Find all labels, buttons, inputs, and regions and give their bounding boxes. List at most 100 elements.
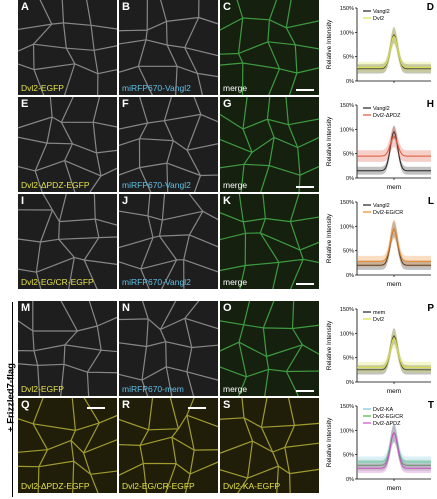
intensity-chart-l: 0% 50% 100% 150% Relative Intensity mem Vangl2…	[321, 194, 437, 289]
series-line	[357, 334, 431, 371]
micrograph-r: R Dvl2-EG/CR-EGFP	[119, 398, 218, 493]
y-tick-label: 0%	[346, 477, 354, 483]
panel-letter: A	[21, 1, 29, 13]
series-line	[357, 431, 431, 469]
y-tick-label: 0%	[346, 79, 354, 85]
legend-entry: mem	[373, 310, 386, 316]
micrograph-s: S Dvl2-KA-EGFP	[220, 398, 319, 493]
panel-letter: O	[223, 302, 232, 314]
legend-entry: Dvl2-ΔPDZ	[373, 421, 401, 427]
y-tick-label: 0%	[346, 380, 354, 386]
y-tick-label: 50%	[343, 152, 354, 158]
bracket-line	[12, 302, 13, 497]
cell-membranes	[18, 398, 117, 493]
y-tick-label: 150%	[340, 103, 354, 109]
panel-letter: N	[122, 302, 130, 314]
legend-entry: Dvl2	[373, 16, 384, 22]
intensity-chart-t: 0% 50% 100% 150% Relative Intensity mem Dvl2-K…	[321, 398, 437, 493]
panel-caption: Dvl2-EG/CR-EGFP	[21, 277, 94, 287]
scale-bar	[296, 390, 314, 392]
scale-bar	[296, 186, 314, 188]
cell-membranes	[220, 194, 319, 289]
micrograph-m: M Dvl2-EGFP	[18, 301, 117, 396]
legend-entry: Dvl2-ΔPDZ	[373, 113, 401, 119]
panel-letter: Q	[21, 399, 30, 411]
series-line	[357, 337, 431, 368]
cell-membranes	[119, 301, 218, 396]
x-axis-label: mem	[387, 388, 401, 395]
cell-membranes	[220, 398, 319, 493]
micrograph-e: E Dvl2-ΔPDZ-EGFP	[18, 97, 117, 192]
y-tick-label: 50%	[343, 249, 354, 255]
legend-entry: Dvl2	[373, 317, 384, 323]
x-axis-label: mem	[387, 485, 401, 492]
panel-letter: K	[223, 195, 231, 207]
series-line	[357, 135, 431, 157]
chart-svg: 0% 50% 100% 150% Relative Intensity Vangl2Dvl…	[326, 2, 434, 85]
panel-letter: G	[223, 98, 232, 110]
y-axis-label: Relative Intensity	[326, 320, 333, 370]
chart-svg: 0% 50% 100% 150% Relative Intensity mem Vangl2…	[326, 196, 434, 288]
scale-bar	[188, 407, 206, 409]
intensity-chart-d: 0% 50% 100% 150% Relative Intensity Vangl2 Dvl…	[321, 0, 437, 95]
y-tick-label: 100%	[340, 224, 354, 230]
series-line	[357, 33, 431, 70]
y-tick-label: 50%	[343, 356, 354, 362]
y-tick-label: 150%	[340, 404, 354, 410]
cell-membranes	[18, 194, 117, 289]
y-tick-label: 100%	[340, 331, 354, 337]
micrograph-q: Q Dvl2-ΔPDZ-EGFP	[18, 398, 117, 493]
y-tick-label: 100%	[340, 127, 354, 133]
panel-caption: merge	[223, 384, 248, 394]
y-axis-label: Relative Intensity	[326, 116, 333, 166]
cell-membranes	[220, 0, 319, 95]
panel-caption: merge	[223, 83, 248, 93]
scale-bar	[296, 283, 314, 285]
panel-caption: Dvl2-EGFP	[21, 83, 64, 93]
panel-letter: R	[122, 399, 130, 411]
y-tick-label: 50%	[343, 453, 354, 459]
micrograph-i: I Dvl2-EG/CR-EGFP	[18, 194, 117, 289]
chart-panel-letter: P	[427, 303, 434, 314]
y-axis-label: Relative Intensity	[326, 19, 333, 69]
chart-svg: 0% 50% 100% 150% Relative Intensity mem Vangl2…	[326, 99, 434, 191]
y-tick-label: 150%	[340, 200, 354, 206]
panel-caption: merge	[223, 277, 248, 287]
panel-caption: Dvl2-KA-EGFP	[223, 481, 281, 491]
scale-bar	[87, 407, 105, 409]
chart-svg: 0%50%100%150%Relative IntensitymemmemDvl…	[326, 303, 434, 395]
cell-membranes	[119, 97, 218, 192]
y-axis-label: Relative Intensity	[326, 417, 333, 467]
series-band	[357, 126, 431, 162]
panel-caption: miRFP670-Vangl2	[122, 180, 191, 190]
panel-letter: I	[21, 195, 25, 207]
panel-caption: merge	[223, 180, 248, 190]
legend-entry: Dvl2-EG/CR	[373, 414, 403, 420]
series-band	[357, 26, 431, 73]
cell-membranes	[220, 97, 319, 192]
series-band	[357, 125, 431, 175]
legend-entry: Vangl2	[373, 203, 390, 209]
cell-membranes	[18, 0, 117, 95]
cell-membranes	[119, 398, 218, 493]
cell-membranes	[119, 0, 218, 95]
cell-membranes	[220, 301, 319, 396]
y-axis-label: Relative Intensity	[326, 213, 333, 263]
intensity-chart-h: 0% 50% 100% 150% Relative Intensity mem Vangl2…	[321, 97, 437, 192]
frizzled7-bracket: + Frizzled7-flag	[1, 302, 17, 497]
series-band	[357, 219, 431, 267]
chart-panel-letter: T	[428, 400, 434, 411]
panel-letter: F	[122, 98, 129, 110]
panel-caption: Dvl2-EGFP	[21, 384, 64, 394]
panel-caption: Dvl2-EG/CR-EGFP	[122, 481, 195, 491]
panel-letter: B	[122, 1, 130, 13]
cell-membranes	[18, 301, 117, 396]
legend-entry: Vangl2	[373, 9, 390, 15]
panel-caption: miRFP670-mem	[122, 384, 184, 394]
series-line	[357, 227, 431, 262]
